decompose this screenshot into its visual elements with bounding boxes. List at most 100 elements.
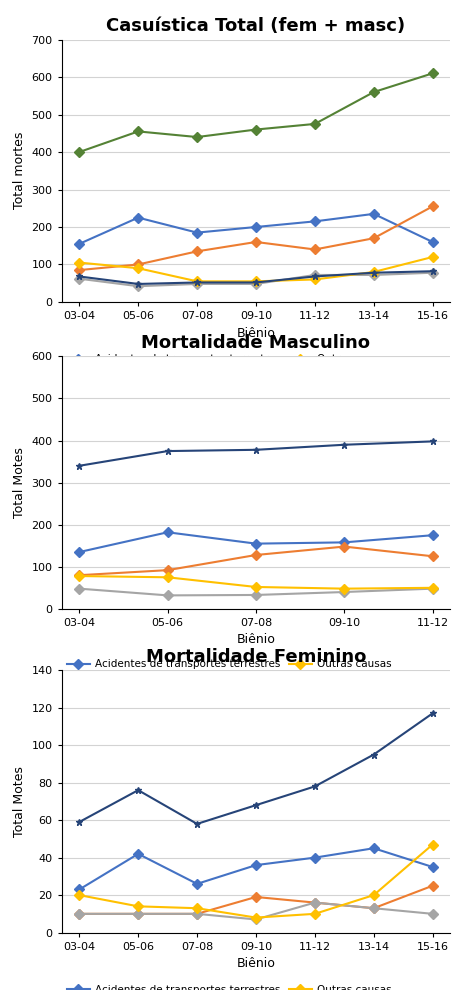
Outras causas [194,902,200,914]
Line: Agressões: Agressões [76,544,436,579]
Acidentes de transportes terrestres [341,537,347,548]
Line: Lesões autoprovocadas: Lesões autoprovocadas [76,269,436,290]
Line: Lesões autoprovocadas: Lesões autoprovocadas [76,899,436,923]
Agressões [430,880,436,892]
Lesões autoprovocadas [136,280,141,292]
X-axis label: Biênio: Biênio [237,634,275,646]
Y-axis label: Total Motes: Total Motes [13,447,26,518]
Agressões [341,541,347,552]
Lesões autoprovocadas [371,902,376,914]
Total [136,784,141,796]
Agressões [312,244,318,255]
Acidentes de transportes terrestres [253,538,259,549]
Lesões autoprovocadas [194,278,200,290]
Agressões [430,200,436,212]
Line: (vazio): (vazio) [76,267,436,287]
Line: Total: Total [76,710,436,828]
Y-axis label: Total mortes: Total mortes [13,132,26,210]
Line: Acidentes de transportes terrestres: Acidentes de transportes terrestres [76,529,436,555]
Acidentes de transportes terrestres [165,527,171,539]
Lesões autoprovocadas [253,914,259,926]
Outras causas [341,583,347,595]
Lesões autoprovocadas [341,586,347,598]
Legend: Acidentes de transportes terrestres, Agressões, Lesões autoprovocadas, Outras ca: Acidentes de transportes terrestres, Agr… [67,354,392,395]
Lesões autoprovocadas [253,278,259,290]
Agressões [136,258,141,270]
Acidentes de transportes terrestres [76,238,82,249]
Agressões [194,246,200,257]
Total [253,444,259,455]
Line: Outras causas: Outras causas [76,572,436,592]
Acidentes de transportes terrestres [194,878,200,890]
Outras causas [136,262,141,274]
Acidentes de transportes terrestres [76,883,82,895]
Acidentes de transportes terrestres [430,861,436,873]
Legend: Acidentes de transportes terrestres, Agressões, Lesões autoprovocadas, Outras ca: Acidentes de transportes terrestres, Agr… [67,985,392,990]
Agressões [253,891,259,903]
X-axis label: Biênio: Biênio [237,327,275,340]
Lesões autoprovocadas [76,908,82,920]
Total geral [371,86,376,98]
Acidentes de transportes terrestres [136,212,141,224]
Lesões autoprovocadas [194,908,200,920]
Agressões [253,549,259,561]
Title: Mortalidade Masculino: Mortalidade Masculino [141,334,371,352]
Outras causas [253,581,259,593]
Line: Acidentes de transportes terrestres: Acidentes de transportes terrestres [76,211,436,248]
Total [194,818,200,830]
Agressões [253,236,259,248]
Lesões autoprovocadas [253,589,259,601]
Total geral [76,147,82,158]
Total [430,708,436,720]
Acidentes de transportes terrestres [371,208,376,220]
Total geral [253,124,259,136]
Outras causas [136,901,141,913]
Total geral [430,67,436,79]
Lesões autoprovocadas [430,908,436,920]
Agressões [312,897,318,909]
Agressões [76,264,82,276]
Acidentes de transportes terrestres [253,221,259,233]
Total [371,748,376,760]
Acidentes de transportes terrestres [430,236,436,248]
Agressões [371,233,376,245]
Acidentes de transportes terrestres [312,216,318,228]
Outras causas [312,273,318,285]
Acidentes de transportes terrestres [194,227,200,239]
Line: Total: Total [76,438,436,469]
Line: Agressões: Agressões [76,882,436,918]
Outras causas [430,839,436,850]
Total geral [194,131,200,143]
(vazio) [253,276,259,288]
Agressões [430,550,436,562]
(vazio) [312,270,318,282]
Line: Outras causas: Outras causas [76,842,436,921]
Outras causas [430,582,436,594]
Outras causas [76,889,82,901]
Acidentes de transportes terrestres [430,530,436,542]
(vazio) [194,276,200,288]
Total [165,446,171,457]
Total [430,436,436,447]
X-axis label: Biênio: Biênio [237,957,275,970]
Line: Acidentes de transportes terrestres: Acidentes de transportes terrestres [76,844,436,893]
(vazio) [76,270,82,282]
Line: Lesões autoprovocadas: Lesões autoprovocadas [76,585,436,599]
Title: Mortalidade Feminino: Mortalidade Feminino [146,647,366,666]
Lesões autoprovocadas [371,269,376,281]
Outras causas [430,251,436,263]
Outras causas [165,571,171,583]
Total [76,459,82,471]
Lesões autoprovocadas [312,269,318,281]
Outras causas [253,912,259,924]
Lesões autoprovocadas [76,273,82,285]
Lesões autoprovocadas [136,908,141,920]
Total [312,780,318,792]
Total [76,816,82,828]
Agressões [371,902,376,914]
Agressões [76,908,82,920]
Lesões autoprovocadas [312,897,318,909]
Total geral [136,126,141,138]
Lesões autoprovocadas [76,583,82,595]
Outras causas [312,908,318,920]
